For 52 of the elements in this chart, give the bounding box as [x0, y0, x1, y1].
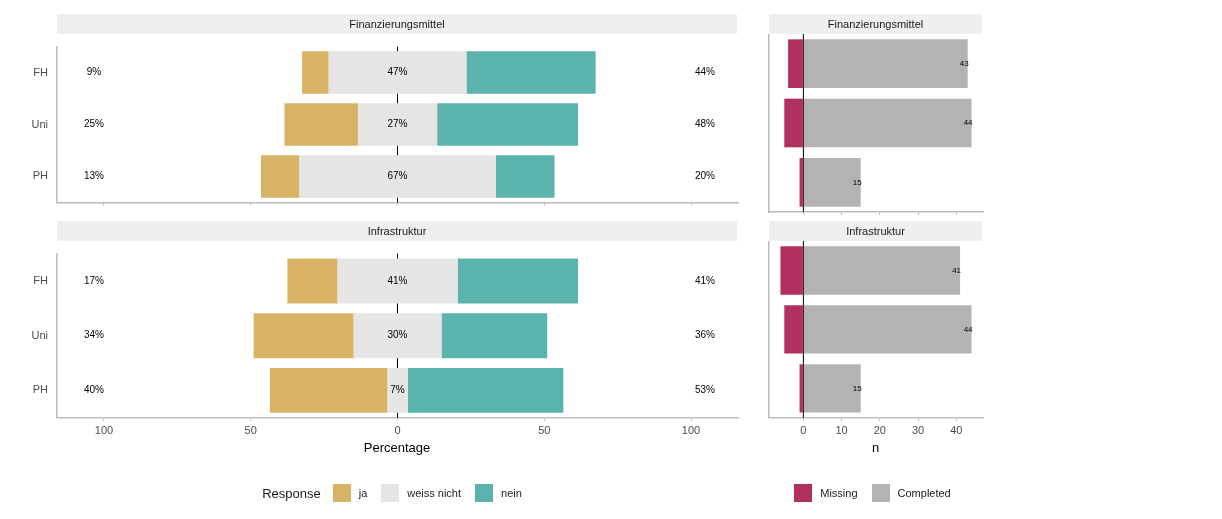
data-label: 9%	[86, 66, 102, 78]
legend-label: Completed	[897, 487, 951, 499]
data-label: 44	[963, 118, 974, 128]
y-tick-label: Uni	[31, 328, 48, 341]
data-label: 47%	[387, 66, 408, 78]
data-label: 25%	[83, 118, 105, 130]
data-label: 40%	[83, 384, 105, 396]
data-label: 41%	[387, 274, 408, 286]
x-tick-label: 30	[911, 424, 925, 437]
x-tick-label: 100	[681, 424, 701, 437]
data-label: 34%	[83, 329, 105, 341]
x-tick-label: 0	[800, 424, 807, 437]
data-label: 7%	[390, 384, 405, 396]
data-label: 53%	[694, 384, 716, 396]
x-tick-label: 0	[394, 424, 401, 437]
data-label: 15	[852, 177, 863, 187]
data-label: 67%	[387, 170, 408, 182]
x-tick-label: 20	[873, 424, 886, 437]
data-label: 27%	[387, 118, 408, 130]
data-label: 41%	[694, 274, 716, 286]
data-label: 48%	[694, 118, 716, 130]
data-label: 43	[959, 58, 970, 68]
x-tick-label: 50	[244, 424, 257, 437]
data-label: 17%	[83, 274, 105, 286]
y-tick-label: FH	[33, 274, 49, 286]
data-label: 44%	[694, 66, 716, 78]
data-label: 41	[952, 265, 962, 275]
data-label: 20%	[694, 170, 716, 182]
data-label: 13%	[83, 170, 105, 182]
data-label: 30%	[387, 329, 408, 341]
legend-label: weiss nicht	[407, 487, 462, 499]
x-tick-label: 40	[950, 424, 963, 437]
data-label: 15	[852, 383, 863, 393]
legend-label: ja	[358, 487, 368, 499]
x-tick-label: 10	[835, 424, 848, 437]
chart-title: Infrastruktur	[769, 221, 982, 241]
data-label: 36%	[694, 329, 716, 341]
x-tick-label: 100	[94, 424, 114, 437]
y-tick-label: PH	[32, 383, 49, 396]
chart-title: Finanzierungsmittel	[57, 14, 737, 34]
x-axis-title: Percentage	[362, 440, 432, 455]
legend-label: nein	[501, 487, 522, 499]
y-tick-label: FH	[33, 65, 49, 78]
y-tick-label: PH	[32, 169, 49, 182]
chart-title: Finanzierungsmittel	[769, 14, 982, 34]
x-tick-label: 50	[538, 424, 551, 437]
x-axis-title: n	[870, 440, 881, 455]
data-label: 44	[963, 324, 974, 334]
legend-label: Missing	[820, 487, 858, 499]
legend-title: Response	[262, 485, 321, 501]
chart-title: Infrastruktur	[57, 221, 737, 241]
y-tick-label: Uni	[31, 117, 48, 130]
